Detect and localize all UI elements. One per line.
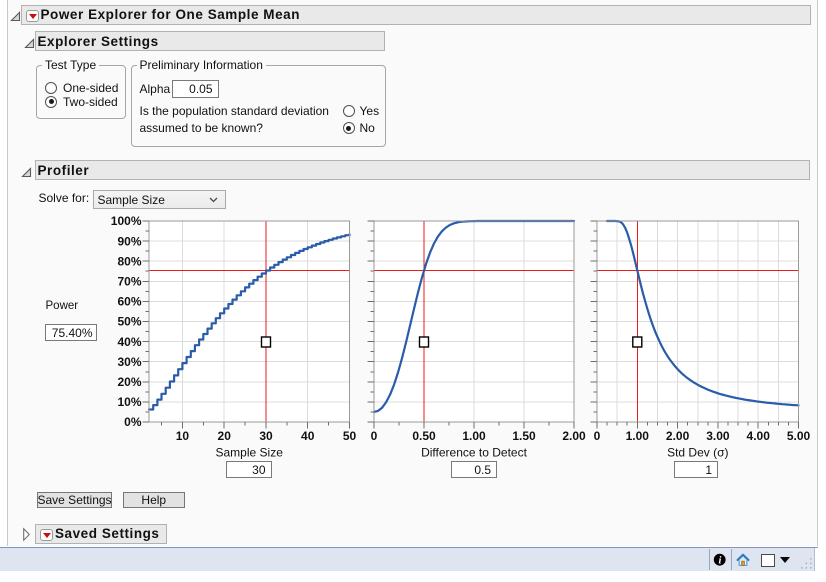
- svg-text:80%: 80%: [117, 254, 141, 268]
- svg-text:50%: 50%: [117, 315, 141, 329]
- svg-text:3.00: 3.00: [706, 429, 730, 443]
- svg-text:Std Dev (σ): Std Dev (σ): [667, 446, 728, 460]
- svg-text:1.00: 1.00: [626, 429, 650, 443]
- svg-text:100%: 100%: [111, 214, 142, 228]
- svg-text:1.00: 1.00: [462, 429, 486, 443]
- svg-text:90%: 90%: [117, 234, 141, 248]
- svg-text:0%: 0%: [124, 415, 142, 429]
- svg-text:2.00: 2.00: [562, 429, 586, 443]
- svg-text:5.00: 5.00: [787, 429, 811, 443]
- svg-text:1.50: 1.50: [512, 429, 536, 443]
- svg-text:40: 40: [301, 429, 315, 443]
- svg-text:30%: 30%: [117, 355, 141, 369]
- svg-text:0: 0: [594, 429, 601, 443]
- svg-text:0: 0: [371, 429, 378, 443]
- svg-text:Sample Size: Sample Size: [216, 446, 284, 460]
- svg-text:20%: 20%: [117, 375, 141, 389]
- svg-text:70%: 70%: [117, 275, 141, 289]
- svg-text:4.00: 4.00: [747, 429, 771, 443]
- svg-text:10: 10: [176, 429, 190, 443]
- svg-text:Difference to Detect: Difference to Detect: [421, 446, 527, 460]
- svg-text:0.50: 0.50: [412, 429, 436, 443]
- svg-text:i: i: [718, 555, 721, 566]
- svg-text:60%: 60%: [117, 295, 141, 309]
- svg-text:50: 50: [343, 429, 357, 443]
- svg-text:2.00: 2.00: [666, 429, 690, 443]
- svg-text:40%: 40%: [117, 335, 141, 349]
- svg-text:20: 20: [218, 429, 232, 443]
- svg-text:30: 30: [259, 429, 273, 443]
- svg-text:10%: 10%: [117, 395, 141, 409]
